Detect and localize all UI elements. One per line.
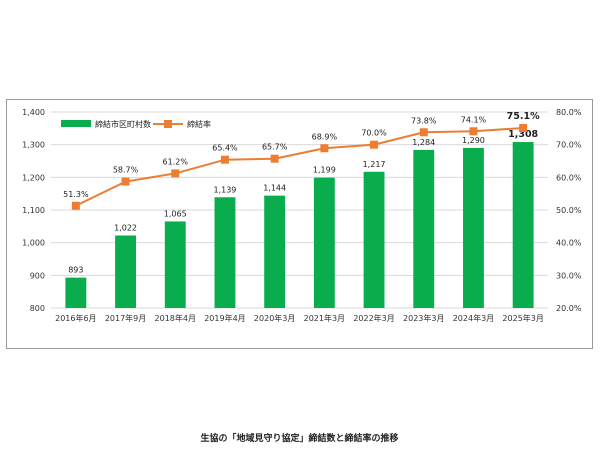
y-left-tick-label: 1,400: [22, 108, 45, 117]
legend-line-label: 締結率: [187, 119, 211, 129]
bar-data-label: 1,284: [412, 138, 435, 147]
y-right-tick-label: 50.0%: [556, 206, 582, 215]
y-left-tick-label: 1,000: [22, 239, 45, 248]
line-series: 51.3% 58.7% 61.2% 65.4% 65.7% 68.9% 70.0% 73.8%…: [63, 111, 540, 210]
bar-series: 893 1,022 1,065 1,139 1,144 1,199 1,217 1,284 1,…: [65, 129, 539, 308]
y-left-tick-label: 800: [30, 304, 45, 313]
legend-bar-swatch: [61, 120, 91, 127]
bar: [463, 147, 484, 308]
bar-data-label: 1,217: [363, 160, 386, 169]
bar: [413, 149, 435, 308]
y-left-tick-label: 1,100: [22, 206, 45, 215]
y-right-tick-label: 80.0%: [556, 108, 582, 117]
y-right-tick-label: 60.0%: [556, 173, 582, 182]
chart: 800 900 1,000 1,100 1,200 1,300 1,400 20.0% 30.…: [22, 108, 582, 323]
y-left-tick-label: 900: [30, 271, 45, 280]
bar-data-label: 1,290: [462, 136, 485, 145]
line-marker: [469, 127, 478, 136]
chart-caption: 生協の「地域見守り協定」締結数と締結率の推移: [200, 434, 399, 444]
line-marker: [121, 177, 130, 186]
line-data-label: 74.1%: [461, 115, 487, 124]
x-tick-label: 2023年3月: [403, 313, 444, 323]
bar-data-label: 1,144: [263, 184, 286, 193]
y-right-tick-label: 20.0%: [556, 304, 582, 313]
bar: [363, 171, 385, 308]
bar: [313, 177, 335, 308]
line-data-label: 70.0%: [361, 129, 387, 138]
bar: [264, 195, 286, 308]
right-axis: 20.0% 30.0% 40.0% 50.0% 60.0% 70.0% 80.0%: [556, 108, 582, 313]
x-tick-label: 2021年3月: [304, 313, 345, 323]
bar: [115, 235, 136, 308]
y-left-tick-label: 1,200: [22, 173, 45, 182]
x-tick-label: 2017年9月: [105, 313, 146, 323]
chart-frame: 800 900 1,000 1,100 1,200 1,300 1,400 20.0% 30.…: [6, 99, 593, 444]
bar-data-label: 1,308: [508, 129, 538, 140]
x-tick-label: 2025年3月: [502, 313, 543, 323]
bar: [512, 142, 534, 308]
bar-data-label: 1,065: [164, 209, 187, 218]
line-data-label: 65.4%: [212, 144, 238, 153]
x-tick-label: 2018年4月: [155, 313, 196, 323]
y-right-tick-label: 40.0%: [556, 239, 582, 248]
legend-line-marker: [164, 120, 172, 128]
line-path: [75, 127, 524, 207]
bar: [214, 197, 236, 308]
line-marker: [320, 144, 329, 153]
bar: [65, 277, 87, 308]
line-marker: [519, 124, 528, 133]
x-tick-label: 2016年6月: [55, 313, 96, 323]
x-tick-label: 2022年3月: [353, 313, 394, 323]
line-marker: [419, 128, 428, 137]
bar-data-label: 1,199: [313, 166, 336, 175]
bar-data-label: 1,022: [114, 223, 137, 232]
line-data-label: 73.8%: [411, 116, 437, 125]
line-data-label: 75.1%: [507, 111, 540, 122]
line-marker: [171, 169, 180, 178]
line-marker: [71, 201, 80, 210]
bar: [164, 221, 186, 308]
legend: 締結市区町村数 締結率: [61, 119, 211, 129]
x-tick-label: 2024年3月: [453, 313, 494, 323]
line-data-label: 58.7%: [113, 166, 139, 175]
line-marker: [270, 154, 279, 163]
line-data-label: 68.9%: [312, 132, 338, 141]
bar-data-label: 1,139: [213, 185, 236, 194]
x-axis: 2016年6月 2017年9月 2018年4月 2019年4月 2020年3月 2021年…: [55, 313, 544, 323]
line-data-label: 61.2%: [163, 157, 189, 166]
legend-bar-label: 締結市区町村数: [95, 119, 151, 129]
y-right-tick-label: 70.0%: [556, 141, 582, 150]
left-axis: 800 900 1,000 1,100 1,200 1,300 1,400: [22, 108, 45, 313]
line-marker: [370, 140, 379, 149]
y-right-tick-label: 30.0%: [556, 271, 582, 280]
x-tick-label: 2020年3月: [254, 313, 295, 323]
line-marker: [220, 155, 229, 164]
line-data-label: 51.3%: [63, 190, 89, 199]
y-left-tick-label: 1,300: [22, 141, 45, 150]
line-data-label: 65.7%: [262, 143, 288, 152]
bar-data-label: 893: [68, 266, 83, 275]
x-tick-label: 2019年4月: [204, 313, 245, 323]
